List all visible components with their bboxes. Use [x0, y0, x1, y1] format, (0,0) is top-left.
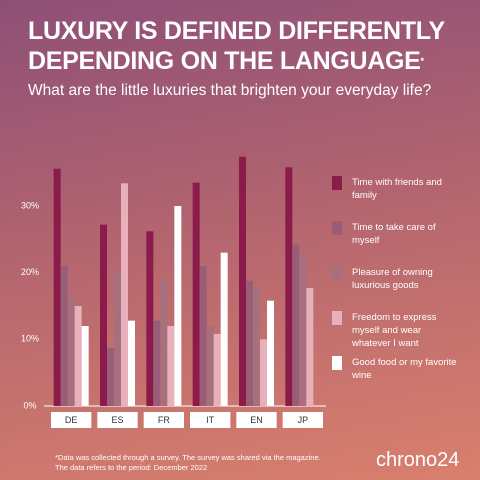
- bar: [153, 320, 161, 406]
- title: LUXURY IS DEFINED DIFFERENTLY DEPENDING O…: [28, 16, 445, 76]
- legend-swatch: [332, 356, 342, 370]
- bar: [199, 266, 207, 406]
- bar: [74, 306, 82, 406]
- legend-swatch: [332, 266, 342, 280]
- title-line: DEPENDING ON THE LANGUAGE: [28, 47, 421, 75]
- y-tick-label: 10%: [21, 334, 39, 344]
- category-box: [97, 412, 138, 428]
- bar: [167, 326, 175, 406]
- footnote-line: *Data was collected through a survey. Th…: [55, 453, 321, 462]
- bar: [114, 272, 121, 406]
- bar: [100, 224, 107, 406]
- x-tick-label: FR: [158, 415, 170, 425]
- bar: [285, 167, 293, 406]
- legend-item: Time to take care of myself: [332, 221, 472, 247]
- category-box: [190, 412, 231, 428]
- legend-label: Time to take care of myself: [352, 222, 436, 246]
- bar: [53, 168, 61, 406]
- legend-swatch: [332, 176, 342, 190]
- bar: [306, 288, 314, 406]
- bar: [67, 292, 75, 406]
- footnote: *Data was collected through a survey. Th…: [55, 453, 321, 473]
- legend-swatch: [332, 221, 342, 235]
- title-mark: *: [420, 56, 425, 66]
- bar: [260, 339, 267, 406]
- x-tick-label: ES: [111, 415, 123, 425]
- bar: [220, 252, 228, 406]
- bar: [206, 326, 214, 406]
- bar: [160, 279, 168, 406]
- x-tick-label: EN: [250, 415, 263, 425]
- x-tick-label: JP: [298, 415, 309, 425]
- legend-item: Freedom to express myself and wear whate…: [332, 311, 472, 350]
- bar: [267, 300, 274, 406]
- bar: [299, 252, 307, 406]
- bar: [146, 231, 154, 406]
- legend-label: Pleasure of owning luxurious goods: [352, 267, 433, 291]
- category-box: [236, 412, 277, 428]
- bar: [213, 334, 221, 406]
- y-tick-label: 30%: [21, 200, 39, 210]
- category-box: [51, 412, 92, 428]
- bar: [192, 182, 200, 406]
- y-tick-label: 20%: [21, 267, 39, 277]
- bar: [107, 348, 114, 406]
- legend-label: Freedom to express myself and wear whate…: [352, 312, 437, 349]
- legend-item: Time with friends and family: [332, 176, 472, 202]
- title-line: LUXURY IS DEFINED DIFFERENTLY: [28, 17, 445, 45]
- legend-label: Good food or my favorite wine: [352, 357, 457, 381]
- category-box: [143, 412, 184, 428]
- category-box: [282, 412, 323, 428]
- subtitle: What are the little luxuries that bright…: [28, 82, 432, 99]
- x-tick-label: IT: [206, 415, 215, 425]
- bar: [292, 244, 300, 406]
- y-tick-label: 0%: [23, 400, 36, 410]
- bar: [81, 326, 89, 406]
- x-tick-label: DE: [65, 415, 78, 425]
- bar: [121, 183, 128, 406]
- legend-swatch: [332, 311, 342, 325]
- bar: [60, 266, 68, 406]
- bar: [174, 206, 182, 406]
- legend-label: Time with friends and family: [352, 177, 442, 201]
- legend-item: Good food or my favorite wine: [332, 356, 472, 382]
- logo: chrono24: [376, 449, 460, 471]
- footnote-line: The data refers to the period: December …: [55, 463, 208, 472]
- bar: [239, 156, 246, 406]
- bar: [246, 280, 253, 406]
- legend-item: Pleasure of owning luxurious goods: [332, 266, 472, 292]
- bar: [253, 286, 260, 406]
- bar: [128, 320, 135, 406]
